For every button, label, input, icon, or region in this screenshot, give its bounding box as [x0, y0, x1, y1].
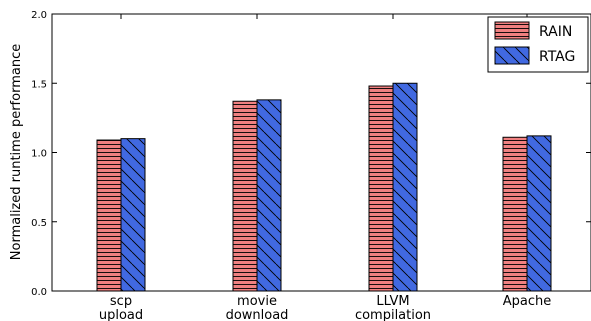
bar-hatch: [120, 138, 146, 292]
legend-swatch-hatch: [494, 46, 530, 65]
x-category-label: scp: [110, 294, 132, 309]
y-tick-label: 1.0: [31, 149, 47, 160]
y-axis-title: Normalized runtime performance: [9, 44, 24, 260]
legend: RAIN RTAG: [487, 16, 589, 73]
bar-rain: [502, 136, 528, 292]
bar-rtag: [256, 99, 282, 292]
bar-hatch: [502, 136, 528, 292]
x-category-label: movie: [237, 294, 277, 309]
bar-rain: [96, 139, 122, 292]
bar-rtag: [526, 135, 552, 292]
legend-label: RAIN: [539, 24, 572, 40]
bar-rtag: [120, 138, 146, 292]
x-category-label: upload: [99, 308, 143, 321]
bar-hatch: [368, 85, 394, 292]
y-tick-label: 1.5: [31, 79, 47, 90]
legend-entry-rtag: RTAG: [494, 46, 575, 65]
bar-rtag: [392, 82, 418, 292]
y-tick-label: 2.0: [31, 10, 47, 21]
legend-label: RTAG: [539, 49, 575, 65]
x-category-label: LLVM: [376, 294, 409, 309]
x-category-label: download: [226, 308, 289, 321]
bar-rain: [232, 100, 258, 292]
legend-entry-rain: RAIN: [494, 21, 572, 40]
bar-hatch: [232, 100, 258, 292]
bar-hatch: [526, 135, 552, 292]
bar-hatch: [96, 139, 122, 292]
bar-rain: [368, 85, 394, 292]
plot-area-frame: [51, 13, 591, 292]
bar-hatch: [256, 99, 282, 292]
y-tick-label: 0.5: [31, 218, 47, 229]
bar-hatch: [392, 82, 418, 292]
x-category-label: compilation: [355, 308, 431, 321]
legend-swatch-hatch: [494, 21, 530, 40]
y-tick-label: 0.0: [31, 287, 47, 298]
x-category-label: Apache: [503, 294, 552, 309]
